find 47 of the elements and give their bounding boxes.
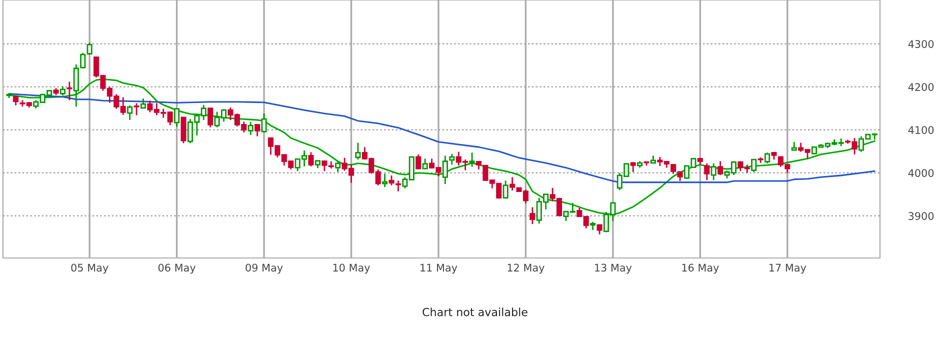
candlestick xyxy=(710,162,716,181)
candlestick xyxy=(127,104,133,121)
x-tick-label: 06 May xyxy=(158,264,196,274)
x-tick-label: 05 May xyxy=(71,264,108,274)
candlestick xyxy=(335,160,341,173)
candlestick xyxy=(382,173,388,188)
candlestick xyxy=(469,152,475,168)
candlestick xyxy=(60,86,66,96)
x-tick-label: 10 May xyxy=(333,264,370,274)
candlestick xyxy=(596,224,602,236)
candlestick xyxy=(751,158,757,173)
candlestick xyxy=(449,153,455,166)
candlestick xyxy=(502,180,508,200)
candlestick xyxy=(422,158,428,170)
y-tick-label: 4100 xyxy=(908,126,934,134)
x-tick-label: 12 May xyxy=(508,264,544,274)
y-tick-label: 4200 xyxy=(908,83,934,91)
candlestick xyxy=(388,174,394,186)
candlestick xyxy=(12,96,19,106)
y-tick-label: 4000 xyxy=(908,169,934,177)
candlestick xyxy=(308,152,314,168)
candlestick xyxy=(140,98,146,109)
x-tick-label: 09 May xyxy=(246,264,283,274)
candlestick xyxy=(254,124,260,138)
candlestick xyxy=(174,108,180,128)
x-tick-label: 17 May xyxy=(769,264,806,274)
candlestick xyxy=(718,160,724,176)
x-tick-label: 16 May xyxy=(682,264,719,274)
candlestick xyxy=(764,152,770,164)
candlestick xyxy=(442,154,448,185)
candlestick xyxy=(395,180,401,192)
x-tick-label: 11 May xyxy=(420,264,458,274)
candlestick xyxy=(704,162,710,181)
candlestick xyxy=(416,154,422,170)
candlestick xyxy=(134,102,140,116)
candlestick xyxy=(248,121,254,136)
y-tick-label: 4300 xyxy=(908,40,934,48)
candlestick xyxy=(208,108,214,128)
candlestick xyxy=(180,116,186,144)
text: Chart not available xyxy=(422,308,528,316)
y-tick-label: 3900 xyxy=(908,212,934,220)
candlestick xyxy=(355,142,361,160)
candlestick xyxy=(66,81,72,101)
candlestick xyxy=(261,112,267,134)
candlestick xyxy=(630,161,636,173)
candlestick xyxy=(530,206,536,225)
x-tick-label: 13 May xyxy=(595,264,632,274)
